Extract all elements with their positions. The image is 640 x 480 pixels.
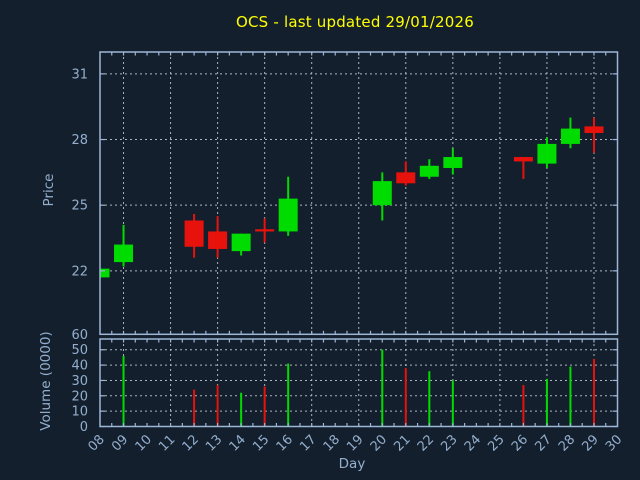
candle-body	[208, 231, 228, 249]
volume-tick-label-60: 60	[71, 328, 88, 343]
candle-body	[114, 244, 134, 263]
volume-tick-label-50: 50	[71, 343, 88, 358]
candle-day-29	[584, 117, 604, 153]
candle-body	[255, 229, 275, 232]
volume-bar-day-26	[522, 385, 525, 427]
day-tick-label-12: 12	[180, 432, 202, 454]
candle-day-12	[184, 213, 204, 258]
volume-bar-day-29	[592, 358, 595, 427]
day-tick-label-08: 08	[86, 432, 108, 454]
volume-bar-day-27	[545, 378, 548, 427]
volume-tick-label-40: 40	[71, 359, 88, 374]
candle-day-28	[560, 117, 580, 149]
day-tick-label-22: 22	[415, 432, 437, 454]
volume-bar-day-28	[569, 366, 572, 427]
day-tick-label-14: 14	[227, 432, 249, 454]
volume-bar-day-14	[240, 392, 243, 427]
candle-day-15	[255, 218, 275, 243]
candle-day-22	[419, 159, 439, 179]
candle-day-16	[278, 176, 298, 236]
candle-body	[278, 198, 298, 232]
volume-bars	[122, 349, 595, 427]
day-tick-label-23: 23	[438, 432, 460, 454]
volume-tick-label-0: 0	[80, 420, 88, 435]
day-tick-label-25: 25	[485, 432, 507, 454]
volume-bar-day-16	[287, 363, 290, 427]
volume-bar-day-20	[381, 349, 384, 427]
volume-tick-label-10: 10	[71, 405, 88, 420]
price-tick-label-22: 22	[71, 264, 88, 279]
day-tick-label-11: 11	[156, 432, 178, 454]
chart-title: OCS - last updated 29/01/2026	[236, 13, 474, 31]
volume-bar-day-12	[193, 389, 196, 427]
day-tick-label-17: 17	[297, 432, 319, 454]
candle-day-23	[443, 148, 463, 175]
candles	[100, 117, 604, 278]
candle-body	[584, 126, 604, 133]
candle-day-20	[372, 172, 392, 221]
price-axis-title: Price	[41, 173, 57, 207]
candle-day-9	[114, 224, 134, 267]
day-tick-label-21: 21	[391, 432, 413, 454]
day-tick-label-26: 26	[509, 432, 531, 454]
volume-bar-day-13	[216, 385, 219, 427]
price-tick-label-25: 25	[71, 199, 88, 214]
candle-body	[443, 157, 463, 168]
candle-day-8	[100, 268, 110, 278]
candle-day-14	[231, 233, 251, 256]
day-tick-label-13: 13	[203, 432, 225, 454]
day-tick-label-15: 15	[250, 432, 272, 454]
candle-body	[100, 268, 110, 278]
candle-day-21	[396, 161, 416, 186]
price-tick-label-28: 28	[71, 133, 88, 148]
day-tick-label-10: 10	[133, 432, 155, 454]
candle-day-26	[513, 157, 533, 179]
candle-body	[513, 157, 533, 162]
candle-body	[537, 143, 557, 164]
candle-body	[560, 128, 580, 144]
gridlines	[100, 52, 618, 427]
day-tick-label-24: 24	[462, 432, 484, 454]
candle-day-27	[537, 137, 557, 168]
volume-tick-label-30: 30	[71, 374, 88, 389]
volume-bar-day-9	[122, 355, 125, 427]
tick-marks	[100, 52, 618, 428]
day-tick-label-18: 18	[321, 432, 343, 454]
day-tick-label-16: 16	[274, 432, 296, 454]
day-axis-title: Day	[338, 456, 366, 472]
day-tick-label-29: 29	[579, 432, 601, 454]
volume-bar-day-23	[451, 380, 454, 427]
candle-body	[372, 181, 392, 206]
volume-pane-border	[99, 338, 619, 428]
candle-body	[419, 165, 439, 177]
candle-body	[184, 220, 204, 247]
volume-tick-label-20: 20	[71, 389, 88, 404]
candle-day-13	[208, 216, 228, 258]
day-tick-label-27: 27	[532, 432, 554, 454]
candle-body	[396, 172, 416, 184]
day-tick-label-28: 28	[556, 432, 578, 454]
price-tick-label-31: 31	[71, 67, 88, 82]
volume-axis-title: Volume (0000)	[38, 331, 54, 431]
volume-bar-day-22	[428, 371, 431, 427]
day-tick-label-09: 09	[109, 432, 131, 454]
volume-bar-day-15	[263, 386, 266, 427]
candle-body	[231, 233, 251, 252]
volume-bar-day-21	[404, 368, 407, 427]
day-tick-label-30: 30	[603, 432, 625, 454]
day-tick-label-19: 19	[344, 432, 366, 454]
day-tick-label-20: 20	[368, 432, 390, 454]
